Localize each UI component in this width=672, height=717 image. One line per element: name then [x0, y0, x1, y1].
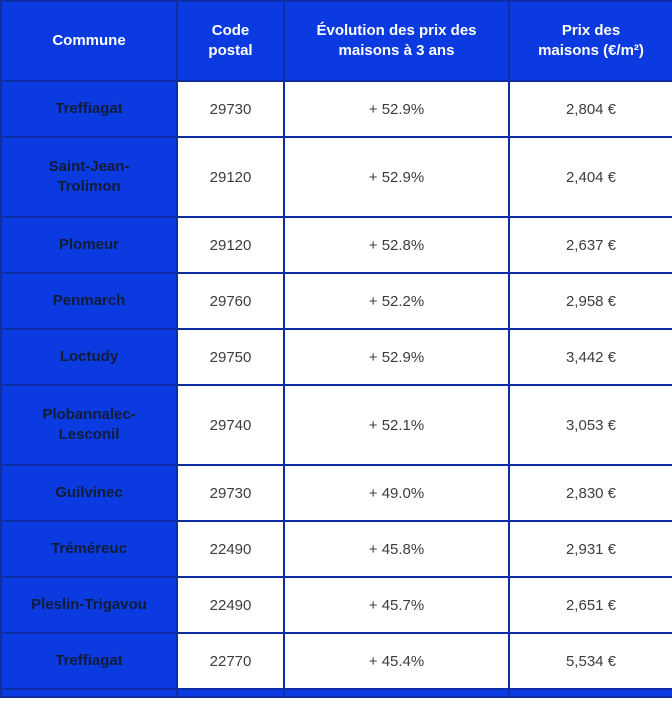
table-row: Treffiagat 29730 + 52.9% 2,804 € — [0, 80, 672, 138]
cell-prix: 2,830 € — [508, 464, 672, 522]
cell-evolution: + 52.1% — [283, 384, 510, 466]
cell-code-postal: 29120 — [176, 216, 285, 274]
cell-commune: Penmarch — [0, 272, 178, 330]
cell-commune: Treffiagat — [0, 632, 178, 690]
cell-prix: 2,931 € — [508, 520, 672, 578]
table-header-row: Commune Code postal Évolution des prix d… — [0, 0, 672, 82]
cell-evolution: + 45.8% — [283, 520, 510, 578]
cell-code-postal: 29730 — [176, 80, 285, 138]
cell-commune: Tréméreuc — [0, 520, 178, 578]
cell-evolution: + 52.9% — [283, 328, 510, 386]
bottom-strip-cell — [508, 688, 672, 698]
cell-code-postal: 29740 — [176, 384, 285, 466]
bottom-strip-cell — [283, 688, 510, 698]
table-row: Treffiagat 22770 + 45.4% 5,534 € — [0, 632, 672, 690]
cell-commune: Treffiagat — [0, 80, 178, 138]
cell-code-postal: 22490 — [176, 520, 285, 578]
cell-evolution: + 52.8% — [283, 216, 510, 274]
bottom-strip-cell — [0, 688, 178, 698]
col-header-prix: Prix des maisons (€/m²) — [508, 0, 672, 82]
table-row: Plobannalec- Lesconil 29740 + 52.1% 3,05… — [0, 384, 672, 466]
cell-code-postal: 29730 — [176, 464, 285, 522]
table-bottom-strip — [0, 688, 672, 698]
table-row: Pleslin-Trigavou 22490 + 45.7% 2,651 € — [0, 576, 672, 634]
table-row: Loctudy 29750 + 52.9% 3,442 € — [0, 328, 672, 386]
cell-commune: Loctudy — [0, 328, 178, 386]
cell-commune: Saint-Jean- Trolimon — [0, 136, 178, 218]
cell-code-postal: 29760 — [176, 272, 285, 330]
bottom-strip-cell — [176, 688, 285, 698]
cell-prix: 3,053 € — [508, 384, 672, 466]
cell-evolution: + 52.9% — [283, 80, 510, 138]
col-header-evolution: Évolution des prix des maisons à 3 ans — [283, 0, 510, 82]
cell-code-postal: 22490 — [176, 576, 285, 634]
cell-code-postal: 29120 — [176, 136, 285, 218]
cell-prix: 5,534 € — [508, 632, 672, 690]
cell-prix: 2,958 € — [508, 272, 672, 330]
cell-code-postal: 29750 — [176, 328, 285, 386]
cell-evolution: + 49.0% — [283, 464, 510, 522]
cell-code-postal: 22770 — [176, 632, 285, 690]
table-row: Tréméreuc 22490 + 45.8% 2,931 € — [0, 520, 672, 578]
col-header-code-postal: Code postal — [176, 0, 285, 82]
table-row: Penmarch 29760 + 52.2% 2,958 € — [0, 272, 672, 330]
cell-commune: Plobannalec- Lesconil — [0, 384, 178, 466]
table-row: Guilvinec 29730 + 49.0% 2,830 € — [0, 464, 672, 522]
house-prices-table: Commune Code postal Évolution des prix d… — [0, 0, 672, 698]
col-header-commune: Commune — [0, 0, 178, 82]
table-row: Plomeur 29120 + 52.8% 2,637 € — [0, 216, 672, 274]
cell-commune: Guilvinec — [0, 464, 178, 522]
cell-prix: 2,637 € — [508, 216, 672, 274]
cell-commune: Plomeur — [0, 216, 178, 274]
cell-prix: 2,804 € — [508, 80, 672, 138]
cell-prix: 3,442 € — [508, 328, 672, 386]
cell-evolution: + 52.2% — [283, 272, 510, 330]
cell-commune: Pleslin-Trigavou — [0, 576, 178, 634]
table-row: Saint-Jean- Trolimon 29120 + 52.9% 2,404… — [0, 136, 672, 218]
cell-evolution: + 45.4% — [283, 632, 510, 690]
cell-evolution: + 52.9% — [283, 136, 510, 218]
cell-prix: 2,651 € — [508, 576, 672, 634]
cell-evolution: + 45.7% — [283, 576, 510, 634]
cell-prix: 2,404 € — [508, 136, 672, 218]
